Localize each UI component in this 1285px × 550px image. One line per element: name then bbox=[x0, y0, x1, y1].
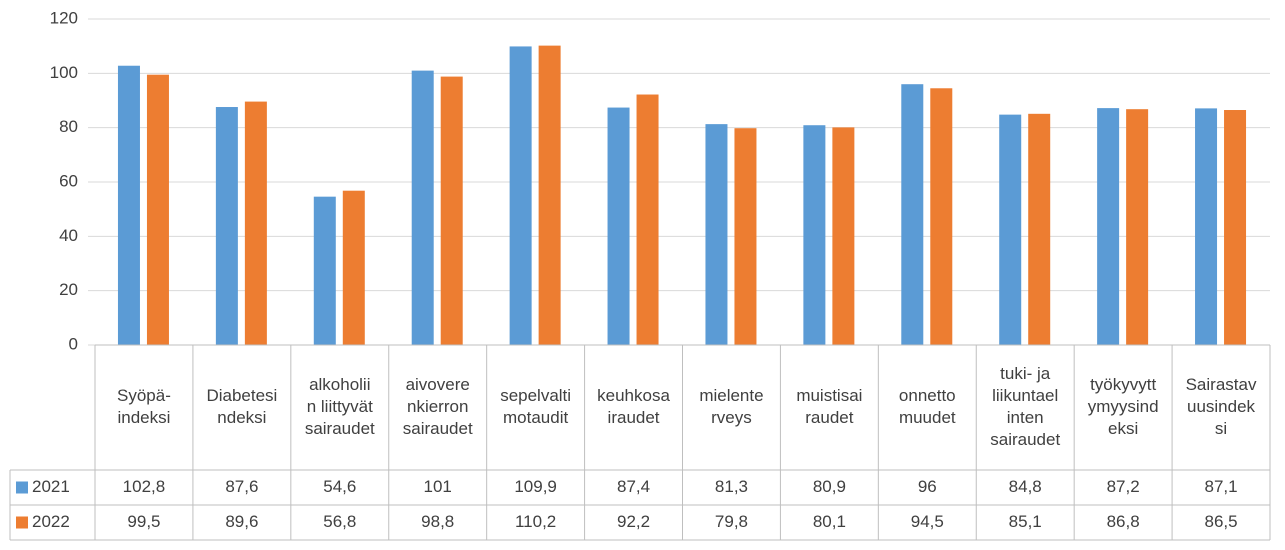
bar bbox=[1195, 108, 1218, 346]
x-tick-label: muudet bbox=[899, 408, 956, 427]
y-tick-label: 20 bbox=[59, 280, 78, 299]
y-tick-label: 60 bbox=[59, 171, 78, 190]
bar bbox=[1224, 110, 1247, 345]
x-tick-label: raudet bbox=[805, 408, 853, 427]
x-tick-label: onnetto bbox=[899, 386, 956, 405]
table-value: 87,2 bbox=[1107, 477, 1140, 496]
bar bbox=[117, 65, 140, 345]
bar bbox=[1028, 113, 1051, 345]
x-tick-label: Syöpä- bbox=[117, 386, 171, 405]
x-tick-label: työkyvytt bbox=[1090, 375, 1156, 394]
bar bbox=[509, 46, 532, 346]
bar bbox=[901, 84, 924, 345]
table-value: 84,8 bbox=[1009, 477, 1042, 496]
x-tick-label: indeksi bbox=[117, 408, 170, 427]
x-tick-label: inten bbox=[1007, 408, 1044, 427]
y-tick-label: 80 bbox=[59, 117, 78, 136]
x-tick-label: iraudet bbox=[608, 408, 660, 427]
bar bbox=[1097, 108, 1120, 346]
legend-label: 2022 bbox=[32, 512, 70, 531]
table-value: 85,1 bbox=[1009, 512, 1042, 531]
bar bbox=[832, 127, 855, 346]
bar bbox=[146, 74, 169, 346]
table-value: 87,1 bbox=[1204, 477, 1237, 496]
bar bbox=[705, 124, 728, 345]
x-tick-label: Sairastav bbox=[1186, 375, 1257, 394]
table-value: 98,8 bbox=[421, 512, 454, 531]
table-value: 99,5 bbox=[127, 512, 160, 531]
table-value: 101 bbox=[424, 477, 452, 496]
table-value: 92,2 bbox=[617, 512, 650, 531]
legend-label: 2021 bbox=[32, 477, 70, 496]
x-tick-label: ymyysind bbox=[1088, 397, 1159, 416]
table-value: 96 bbox=[918, 477, 937, 496]
x-tick-label: sepelvalti bbox=[500, 386, 571, 405]
table-value: 80,1 bbox=[813, 512, 846, 531]
x-tick-label: eksi bbox=[1108, 419, 1138, 438]
x-tick-label: rveys bbox=[711, 408, 752, 427]
bar bbox=[215, 107, 238, 346]
table-value: 54,6 bbox=[323, 477, 356, 496]
legend-swatch bbox=[16, 481, 28, 494]
bar bbox=[607, 107, 630, 346]
y-tick-label: 40 bbox=[59, 226, 78, 245]
bar bbox=[1126, 109, 1149, 346]
table-value: 102,8 bbox=[123, 477, 166, 496]
x-tick-label: sairaudet bbox=[403, 419, 473, 438]
table-value: 87,4 bbox=[617, 477, 650, 496]
bar bbox=[313, 196, 336, 345]
y-tick-label: 0 bbox=[69, 334, 78, 353]
bar bbox=[999, 114, 1022, 345]
x-tick-label: Diabetesi bbox=[206, 386, 277, 405]
bar bbox=[636, 94, 659, 345]
x-tick-label: keuhkosa bbox=[597, 386, 670, 405]
x-tick-label: aivovere bbox=[406, 375, 470, 394]
x-tick-label: motaudit bbox=[503, 408, 568, 427]
table-value: 109,9 bbox=[514, 477, 557, 496]
bar bbox=[342, 190, 365, 345]
y-tick-label: 120 bbox=[50, 8, 78, 27]
table-value: 86,5 bbox=[1204, 512, 1237, 531]
table-value: 87,6 bbox=[225, 477, 258, 496]
x-tick-label: sairaudet bbox=[990, 430, 1060, 449]
table-value: 86,8 bbox=[1107, 512, 1140, 531]
y-tick-label: 100 bbox=[50, 63, 78, 82]
bar bbox=[734, 128, 757, 345]
table-value: 56,8 bbox=[323, 512, 356, 531]
table-value: 110,2 bbox=[515, 512, 556, 531]
bar bbox=[244, 101, 267, 345]
table-value: 89,6 bbox=[225, 512, 258, 531]
bar bbox=[440, 76, 463, 346]
x-tick-label: liikuntael bbox=[992, 386, 1058, 405]
x-tick-label: n liittyvät bbox=[307, 397, 373, 416]
bar bbox=[411, 70, 434, 345]
x-tick-label: sairaudet bbox=[305, 419, 375, 438]
x-tick-label: alkoholii bbox=[309, 375, 370, 394]
table-value: 80,9 bbox=[813, 477, 846, 496]
x-tick-label: ndeksi bbox=[217, 408, 266, 427]
table-value: 79,8 bbox=[715, 512, 748, 531]
table-value: 81,3 bbox=[715, 477, 748, 496]
table-value: 94,5 bbox=[911, 512, 944, 531]
bar bbox=[803, 125, 826, 345]
x-tick-label: uusindek bbox=[1187, 397, 1256, 416]
bar bbox=[930, 88, 953, 346]
bar bbox=[538, 45, 561, 346]
x-tick-label: muistisai bbox=[796, 386, 862, 405]
x-tick-label: si bbox=[1215, 419, 1227, 438]
x-tick-label: nkierron bbox=[407, 397, 468, 416]
x-tick-label: mielente bbox=[699, 386, 763, 405]
legend-swatch bbox=[16, 516, 28, 529]
x-tick-label: tuki- ja bbox=[1000, 364, 1051, 383]
